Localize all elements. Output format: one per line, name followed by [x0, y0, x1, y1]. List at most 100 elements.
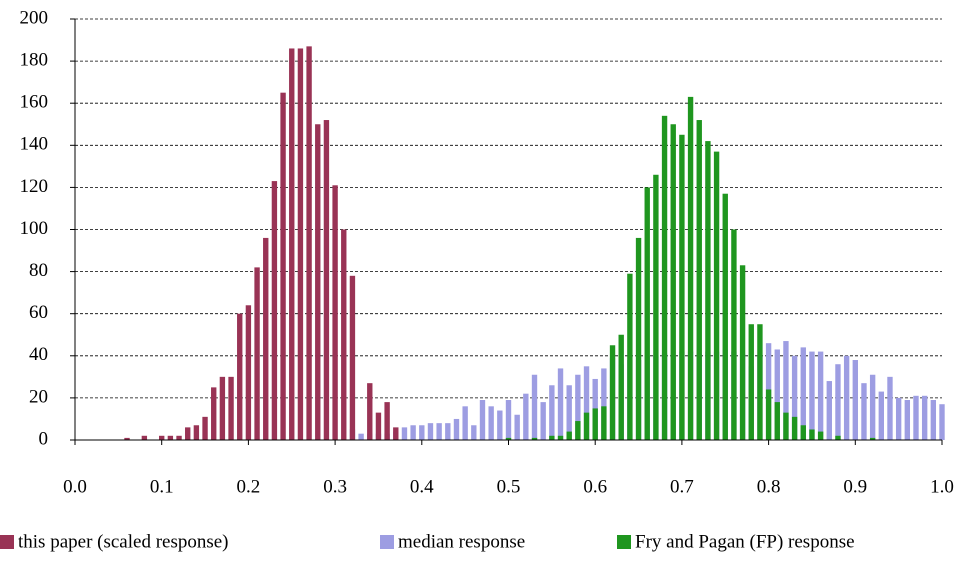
bar	[193, 425, 200, 440]
bar	[800, 347, 806, 440]
legend-label: Fry and Pagan (FP) response	[635, 531, 855, 552]
bar	[141, 435, 148, 440]
bar	[583, 412, 590, 440]
y-tick-label: 180	[20, 49, 49, 70]
bar	[705, 141, 711, 440]
bar	[618, 334, 624, 440]
bar	[939, 404, 945, 440]
bar	[739, 265, 746, 440]
bar	[791, 416, 798, 440]
bar	[713, 151, 720, 441]
bar	[783, 412, 789, 440]
bar	[332, 185, 338, 440]
bar	[289, 48, 295, 440]
bar	[488, 406, 494, 440]
bar	[358, 433, 364, 440]
bar	[835, 364, 841, 440]
bar	[930, 400, 937, 440]
bar	[280, 92, 286, 441]
bar	[531, 374, 538, 440]
bar	[445, 423, 451, 440]
bar	[453, 418, 460, 440]
bar	[687, 96, 694, 440]
bar	[384, 402, 390, 440]
bar	[878, 391, 884, 440]
bar	[835, 435, 841, 440]
x-tick-label: 0.9	[843, 476, 867, 497]
y-tick-label: 80	[29, 260, 48, 281]
bar	[670, 124, 676, 440]
bar	[159, 435, 165, 440]
y-tick-label: 20	[29, 386, 48, 407]
x-tick-label: 0.6	[583, 476, 607, 497]
bar	[245, 305, 252, 440]
bar	[176, 435, 182, 440]
bar	[479, 400, 486, 440]
bar	[843, 355, 850, 440]
bar	[505, 437, 512, 440]
bar	[557, 368, 564, 440]
bar	[471, 425, 477, 440]
bar	[315, 124, 321, 440]
bar	[540, 402, 546, 440]
bar	[505, 400, 512, 440]
x-tick-label: 0.7	[670, 476, 694, 497]
bar	[323, 120, 330, 440]
bar	[826, 381, 832, 440]
bar	[271, 181, 278, 440]
bar	[228, 376, 234, 440]
bar	[297, 48, 304, 440]
legend-label: median response	[398, 531, 525, 552]
bar	[523, 393, 529, 440]
bar	[904, 400, 911, 440]
bar	[341, 229, 347, 440]
y-tick-label: 0	[39, 428, 49, 449]
bar	[791, 355, 798, 440]
bar	[306, 46, 312, 441]
bar	[367, 383, 373, 440]
y-tick-label: 140	[20, 134, 49, 155]
bar	[635, 237, 642, 440]
bar	[601, 406, 607, 440]
bar	[817, 351, 824, 440]
bar	[913, 395, 919, 440]
bar	[895, 397, 902, 440]
y-tick-label: 160	[20, 92, 49, 113]
bar	[757, 324, 763, 440]
bar	[202, 416, 208, 440]
bar	[124, 437, 130, 440]
bar	[514, 414, 520, 440]
x-tick-label: 0.2	[237, 476, 261, 497]
bar	[679, 134, 685, 440]
bar	[566, 385, 572, 440]
bar	[809, 351, 815, 440]
bar	[185, 427, 191, 440]
bar	[921, 395, 928, 440]
x-tick-label: 0.0	[63, 476, 87, 497]
bar	[869, 374, 876, 440]
bar	[393, 427, 399, 440]
bar	[497, 410, 503, 440]
x-tick-label: 0.8	[757, 476, 781, 497]
bar	[653, 174, 659, 440]
bar	[211, 387, 217, 440]
bar	[722, 193, 728, 440]
x-tick-label: 0.5	[497, 476, 521, 497]
x-tick-label: 1.0	[930, 476, 954, 497]
bar	[401, 427, 408, 440]
bar	[575, 374, 581, 440]
bar	[609, 345, 616, 440]
bar	[549, 385, 555, 440]
bar	[531, 437, 538, 440]
x-tick-label: 0.3	[323, 476, 347, 497]
legend-swatch	[617, 535, 631, 549]
bar	[566, 431, 572, 440]
bar	[237, 313, 243, 440]
bar	[263, 237, 269, 440]
y-tick-label: 120	[20, 176, 49, 197]
bar	[375, 412, 382, 440]
bar	[809, 429, 815, 440]
bar	[800, 425, 806, 440]
bar	[427, 423, 434, 440]
bar	[549, 435, 555, 440]
